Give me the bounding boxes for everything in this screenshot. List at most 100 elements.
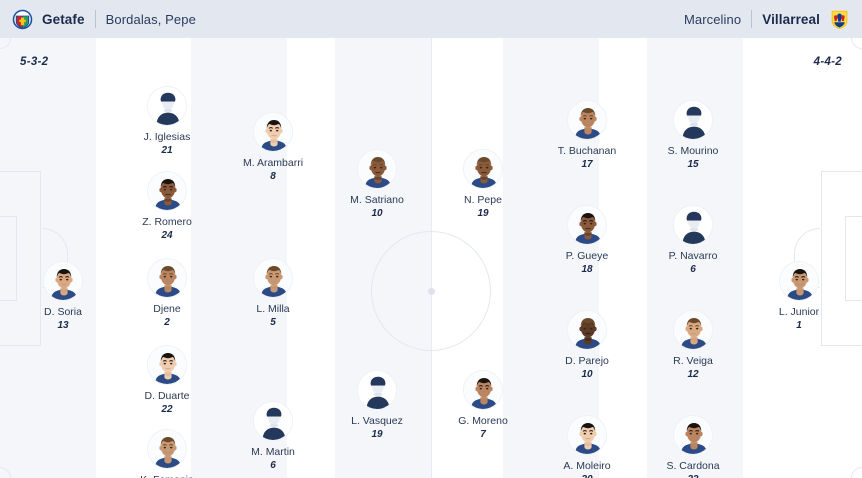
player-name: Z. Romero bbox=[142, 216, 192, 228]
player-number: 17 bbox=[581, 159, 593, 170]
player-photo-avatar bbox=[147, 171, 187, 211]
player-photo-avatar bbox=[673, 310, 713, 350]
player-card[interactable]: S. Mourino 15 bbox=[651, 100, 735, 171]
player-number: 8 bbox=[270, 171, 276, 182]
player-card[interactable]: D. Parejo 10 bbox=[545, 310, 629, 381]
player-number: 6 bbox=[270, 460, 276, 471]
player-card[interactable]: K. Femenia17 bbox=[125, 429, 209, 478]
centre-spot bbox=[428, 288, 435, 295]
player-name: N. Pepe bbox=[464, 194, 502, 206]
away-formation-label: 4-4-2 bbox=[813, 56, 842, 68]
player-number: 24 bbox=[161, 230, 173, 241]
player-name: L. Junior bbox=[778, 306, 820, 318]
centre-circle bbox=[371, 231, 491, 351]
player-card[interactable]: G. Moreno 7 bbox=[441, 370, 525, 441]
player-card[interactable]: M. Satriano 10 bbox=[335, 149, 419, 220]
player-photo-avatar bbox=[147, 345, 187, 385]
player-photo-avatar bbox=[673, 415, 713, 455]
player-card[interactable]: P. Gueye 18 bbox=[545, 205, 629, 276]
player-name: Djene bbox=[153, 303, 181, 315]
player-number: 21 bbox=[161, 145, 173, 156]
player-number: 6 bbox=[690, 264, 696, 275]
player-number: 12 bbox=[687, 369, 699, 380]
player-number: 19 bbox=[477, 208, 489, 219]
player-number: 18 bbox=[581, 264, 593, 275]
player-photo-avatar bbox=[357, 149, 397, 189]
home-divider bbox=[94, 10, 96, 28]
player-card[interactable]: L. Milla 5 bbox=[231, 258, 315, 329]
player-number: 13 bbox=[57, 320, 69, 331]
getafe-crest-icon bbox=[12, 9, 33, 29]
player-name: T. Buchanan bbox=[557, 145, 617, 157]
player-photo-avatar bbox=[147, 258, 187, 298]
corner-arc-top-right bbox=[851, 38, 862, 49]
player-card[interactable]: N. Pepe 19 bbox=[441, 149, 525, 220]
player-photo-avatar bbox=[43, 261, 83, 301]
player-placeholder-avatar bbox=[673, 100, 713, 140]
player-number: 1 bbox=[796, 320, 802, 331]
goal-area-right bbox=[845, 216, 862, 301]
player-card[interactable]: Z. Romero 24 bbox=[125, 171, 209, 242]
player-card[interactable]: Djene 2 bbox=[125, 258, 209, 329]
player-number: 2 bbox=[164, 317, 170, 328]
player-placeholder-avatar bbox=[673, 205, 713, 245]
player-placeholder-avatar bbox=[147, 86, 187, 126]
player-placeholder-avatar bbox=[253, 401, 293, 441]
player-number: 7 bbox=[480, 429, 486, 440]
player-name: M. Arambarri bbox=[242, 157, 304, 169]
away-divider bbox=[751, 10, 753, 28]
player-photo-avatar bbox=[567, 310, 607, 350]
player-photo-avatar bbox=[253, 112, 293, 152]
corner-arc-bottom-right bbox=[851, 467, 862, 478]
goal-area-left bbox=[0, 216, 17, 301]
player-name: L. Milla bbox=[256, 303, 290, 315]
player-card[interactable]: L. Junior 1 bbox=[757, 261, 841, 332]
player-card[interactable]: T. Buchanan 17 bbox=[545, 100, 629, 171]
player-number: 5 bbox=[270, 317, 276, 328]
player-card[interactable]: D. Soria 13 bbox=[21, 261, 105, 332]
player-name: G. Moreno bbox=[458, 415, 508, 427]
player-photo-avatar bbox=[567, 205, 607, 245]
home-team-block[interactable]: Getafe Bordalas, Pepe bbox=[12, 9, 196, 30]
player-photo-avatar bbox=[463, 370, 503, 410]
player-card[interactable]: D. Duarte 22 bbox=[125, 345, 209, 416]
penalty-area-right bbox=[821, 171, 862, 346]
player-name: M. Satriano bbox=[350, 194, 404, 206]
lineup-header: Getafe Bordalas, Pepe Marcelino Villarre… bbox=[0, 0, 862, 38]
player-number: 23 bbox=[651, 474, 735, 478]
player-photo-avatar bbox=[147, 429, 187, 469]
home-formation-label: 5-3-2 bbox=[20, 56, 49, 68]
penalty-area-left bbox=[0, 171, 41, 346]
player-name: D. Parejo bbox=[565, 355, 609, 367]
player-name: D. Duarte bbox=[144, 390, 190, 402]
villarreal-crest-icon bbox=[831, 10, 848, 29]
away-coach-name: Marcelino bbox=[683, 11, 742, 27]
player-number: 10 bbox=[371, 208, 383, 219]
away-team-block[interactable]: Marcelino Villarreal bbox=[684, 9, 850, 30]
player-name: R. Veiga bbox=[673, 355, 713, 367]
player-name: L. Vasquez bbox=[351, 415, 403, 427]
player-name: J. Iglesias bbox=[143, 131, 191, 143]
player-name: M. Martin bbox=[251, 446, 295, 458]
player-photo-avatar bbox=[779, 261, 819, 301]
player-number: 15 bbox=[687, 159, 699, 170]
player-card[interactable]: L. Vasquez 19 bbox=[335, 370, 419, 441]
player-card[interactable]: M. Arambarri 8 bbox=[231, 112, 315, 183]
player-name: A. Moleiro bbox=[563, 460, 611, 472]
player-name: D. Soria bbox=[44, 306, 82, 318]
player-card[interactable]: A. Moleiro 20 bbox=[545, 415, 629, 478]
player-number: 22 bbox=[161, 404, 173, 415]
player-name: P. Gueye bbox=[565, 250, 609, 262]
player-name: S. Cardona bbox=[666, 460, 720, 472]
player-card[interactable]: P. Navarro 6 bbox=[651, 205, 735, 276]
pitch: 5-3-2 4-4-2 D. Soria 13 J. Iglesias 21 Z. … bbox=[0, 38, 862, 478]
player-photo-avatar bbox=[567, 100, 607, 140]
player-number: 20 bbox=[545, 474, 629, 478]
player-card[interactable]: S. Cardona 23 bbox=[651, 415, 735, 478]
player-card[interactable]: R. Veiga 12 bbox=[651, 310, 735, 381]
player-name: P. Navarro bbox=[668, 250, 718, 262]
player-card[interactable]: J. Iglesias 21 bbox=[125, 86, 209, 157]
player-photo-avatar bbox=[253, 258, 293, 298]
player-card[interactable]: M. Martin 6 bbox=[231, 401, 315, 472]
